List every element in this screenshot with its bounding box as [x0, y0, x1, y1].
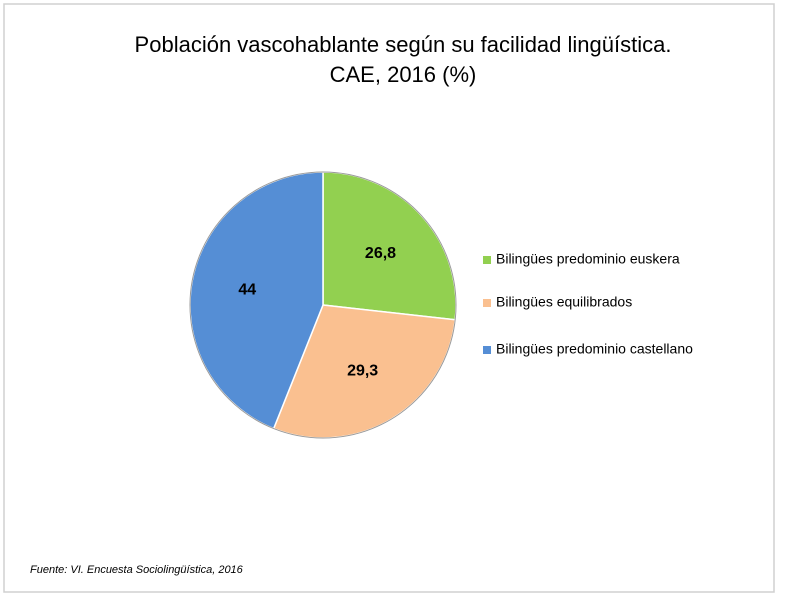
source-note: Fuente: VI. Encuesta Sociolingüística, 2…: [30, 564, 244, 576]
chart-title: CAE, 2016 (%): [330, 62, 477, 87]
legend-swatch: [483, 256, 491, 264]
legend-swatch: [483, 299, 491, 307]
legend-label: Bilingües equilibrados: [496, 294, 632, 310]
legend-label: Bilingües predominio castellano: [496, 341, 693, 357]
data-label: 26,8: [365, 245, 396, 262]
data-label: 29,3: [347, 362, 378, 379]
legend-swatch: [483, 346, 491, 354]
pie-outline: [189, 171, 457, 439]
legend-label: Bilingües predominio euskera: [496, 251, 680, 267]
data-label: 44: [238, 282, 256, 299]
chart-title: Población vascohablante según su facilid…: [135, 32, 672, 57]
